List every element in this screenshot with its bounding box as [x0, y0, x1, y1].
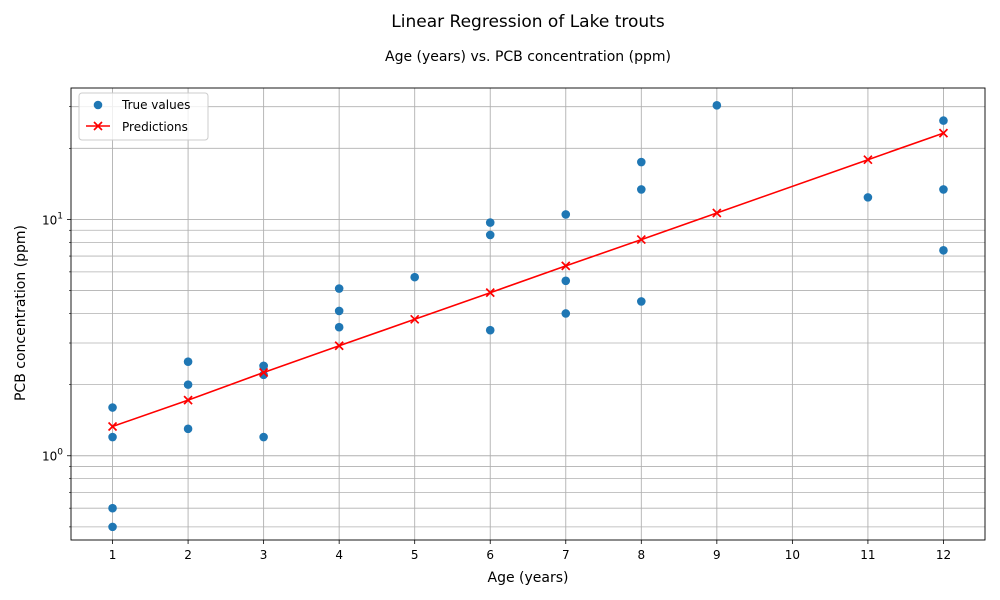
data-point-true-value — [334, 322, 344, 332]
prediction-marker — [863, 155, 873, 165]
data-point-true-value — [561, 276, 571, 286]
x-tick-label: 4 — [335, 548, 343, 562]
data-point-true-value — [259, 361, 268, 371]
x-tick-label: 2 — [184, 548, 192, 562]
data-point-true-value — [410, 272, 419, 282]
data-point-true-value — [939, 185, 948, 194]
prediction-marker — [636, 234, 646, 245]
data-point-true-value — [183, 380, 193, 389]
data-point-true-value — [712, 101, 722, 110]
x-tick-label: 6 — [486, 548, 494, 562]
prediction-marker — [712, 208, 722, 218]
data-point-true-value — [485, 325, 495, 335]
data-point-true-value — [183, 424, 193, 434]
prediction-marker — [334, 341, 344, 351]
x-tick-label: 11 — [860, 548, 875, 562]
x-tick-label: 12 — [936, 548, 951, 562]
x-tick-label: 5 — [411, 548, 419, 562]
legend-frame — [78, 92, 209, 141]
data-point-true-value — [637, 297, 646, 306]
data-point-true-value — [863, 193, 873, 202]
prediction-marker — [259, 367, 269, 378]
prediction-line — [112, 132, 944, 428]
data-point-true-value — [485, 230, 495, 240]
prediction-marker — [938, 128, 949, 138]
data-layer — [107, 101, 949, 532]
prediction-marker — [485, 288, 495, 298]
legend-label-true-values: True values — [121, 98, 190, 112]
data-point-true-value — [334, 284, 344, 293]
x-tick-label: 9 — [713, 548, 721, 562]
data-point-true-value — [561, 309, 571, 318]
data-point-true-value — [939, 116, 948, 125]
data-point-true-value — [183, 357, 193, 367]
y-tick-label: 100 — [42, 448, 63, 464]
legend-marker-true-values — [93, 100, 103, 110]
legend-marker-predictions — [93, 121, 103, 131]
data-point-true-value — [108, 503, 117, 513]
grid-layer — [71, 88, 985, 540]
data-point-true-value — [561, 210, 571, 219]
prediction-marker — [183, 395, 193, 405]
x-tick-label: 8 — [637, 548, 645, 562]
prediction-marker — [107, 421, 118, 432]
plot-frame — [70, 87, 986, 541]
data-point-true-value — [108, 432, 117, 442]
x-tick-label: 1 — [109, 548, 117, 562]
data-point-true-value — [334, 306, 344, 316]
y-axis-label: PCB concentration (ppm) — [13, 225, 29, 401]
x-axis-label: Age (years) — [488, 570, 569, 586]
data-point-true-value — [259, 432, 268, 442]
prediction-marker — [410, 314, 420, 324]
prediction-marker — [561, 261, 571, 271]
data-point-true-value — [108, 522, 117, 532]
data-point-true-value — [939, 246, 948, 255]
data-point-true-value — [637, 157, 646, 167]
x-tick-label: 10 — [785, 548, 800, 562]
y-tick-label: 101 — [42, 211, 63, 227]
x-tick-label: 3 — [260, 548, 268, 562]
data-point-true-value — [108, 403, 117, 412]
chart-title: Age (years) vs. PCB concentration (ppm) — [385, 49, 671, 65]
legend-label-predictions: Predictions — [122, 120, 188, 134]
x-tick-label: 7 — [562, 548, 570, 562]
legend: True values Predictions — [78, 92, 209, 141]
chart-suptitle: Linear Regression of Lake trouts — [391, 12, 665, 32]
data-point-true-value — [637, 185, 646, 194]
data-point-true-value — [485, 218, 495, 227]
